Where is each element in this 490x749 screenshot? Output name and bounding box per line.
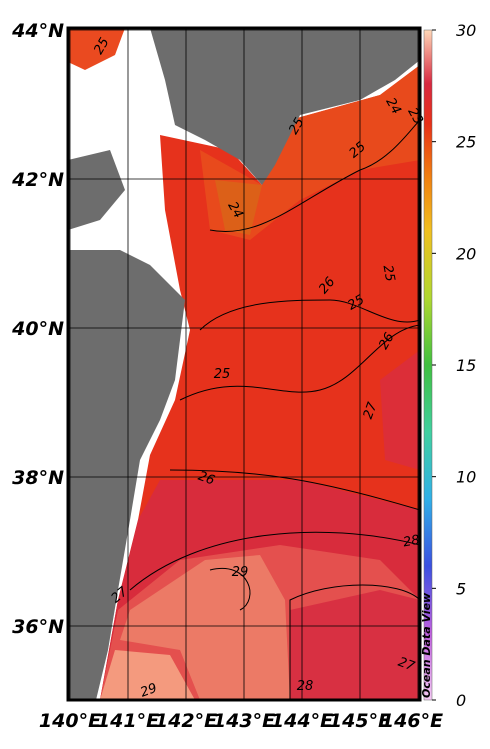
contour-label: 27	[361, 400, 381, 421]
colorbar-tick-label: 5	[456, 579, 466, 598]
lon-tick-label: 146°E	[381, 710, 443, 732]
lat-tick-label: 40°N	[11, 318, 64, 340]
contour-label: 23	[404, 105, 425, 127]
colorbar-tick-label: 15	[456, 356, 476, 375]
colorbar-tick-label: 0	[456, 691, 466, 710]
contour-label: 29	[138, 681, 159, 701]
contour-label: 28	[297, 679, 314, 694]
contour-label: 26	[196, 469, 217, 489]
contour-label: 26	[376, 330, 397, 352]
contour-label: 27	[396, 655, 417, 675]
lon-tick-label: 145°E	[329, 710, 391, 732]
lon-tick-label: 141°E	[97, 710, 159, 732]
contour-label: 24	[382, 95, 403, 117]
map-field	[68, 28, 420, 700]
lat-tick-label: 44°N	[11, 20, 64, 42]
lat-tick-label: 42°N	[11, 169, 64, 191]
contour-label: 24	[224, 199, 245, 221]
lat-tick-label: 36°N	[12, 616, 64, 638]
contour-label: 25	[286, 115, 307, 137]
lon-tick-label: 140°E	[39, 710, 101, 732]
map-frame	[66, 26, 422, 702]
contour-label: 29	[232, 565, 249, 580]
watermark: Ocean Data View	[420, 592, 433, 698]
colorbar-tick-label: 10	[456, 468, 476, 487]
contour-label: 25	[380, 264, 398, 283]
lon-tick-label: 142°E	[155, 710, 217, 732]
lat-tick-label: 38°N	[12, 467, 64, 489]
contour-label: 25	[214, 367, 231, 382]
lon-tick-label: 143°E	[213, 710, 275, 732]
contour-label: 25	[91, 35, 112, 57]
colorbar-tick-label: 25	[456, 133, 476, 152]
colorbar-tick-label: 30	[456, 21, 476, 40]
lon-tick-label: 144°E	[271, 710, 333, 732]
colorbar-tick-label: 20	[456, 244, 476, 263]
contour-label: 28	[402, 533, 421, 551]
contour-label: 25	[345, 292, 367, 313]
